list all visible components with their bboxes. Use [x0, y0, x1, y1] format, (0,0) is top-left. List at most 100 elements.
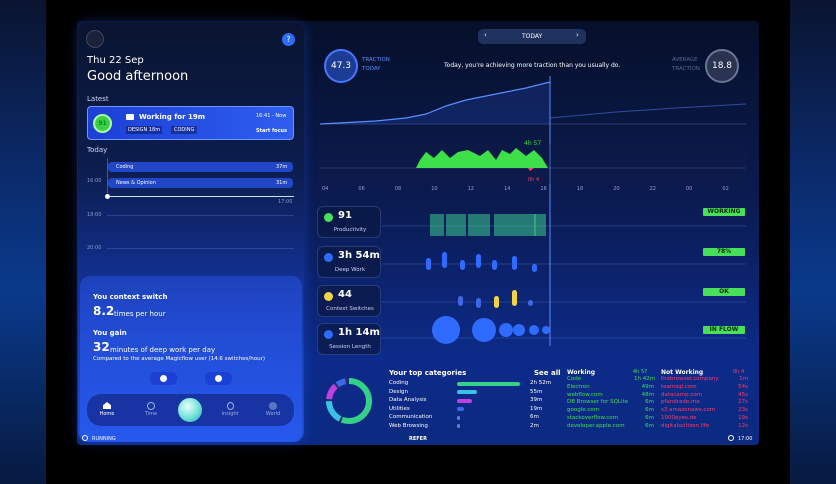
- running-status: RUNNING: [92, 436, 116, 442]
- productivity-bar: [446, 214, 466, 236]
- briefcase-icon: [126, 114, 134, 120]
- nav-flow-orb[interactable]: [178, 398, 202, 422]
- metric-card[interactable]: 91 Productivity: [317, 206, 381, 238]
- deep-work-session: [476, 254, 481, 268]
- running-indicator-icon: [82, 435, 88, 441]
- nav-time[interactable]: Time: [142, 402, 160, 422]
- see-all-link[interactable]: See all: [534, 369, 561, 377]
- nav-world[interactable]: World: [263, 402, 283, 422]
- hour-tick-label: 00: [686, 186, 692, 192]
- current-session-card[interactable]: [87, 106, 294, 140]
- productivity-bar: [430, 214, 444, 236]
- date-text: Thu 22 Sep: [87, 55, 144, 66]
- notworking_list-duration: 23s: [738, 407, 748, 414]
- avatar[interactable]: [86, 30, 104, 48]
- category-duration: 39m: [530, 397, 543, 403]
- block-news[interactable]: [108, 178, 293, 188]
- left-background-glow: [0, 0, 46, 484]
- next-insight-button[interactable]: [205, 372, 232, 385]
- metric-card[interactable]: 1h 14m Session Length: [317, 323, 381, 355]
- prev-day-button[interactable]: ‹: [484, 31, 487, 39]
- working-activity-area: [416, 148, 548, 168]
- gain-note: Compared to the average Magicflow user (…: [93, 356, 266, 362]
- notworking_list-app: s3.amazonaws.com: [661, 407, 716, 414]
- metric-value: 91: [338, 210, 352, 221]
- traction-today-badge: 47.3: [324, 49, 358, 83]
- day-selector[interactable]: [478, 29, 586, 44]
- category-name: Communication: [389, 414, 433, 420]
- clock-icon: [324, 330, 333, 339]
- working-total: 4h 57: [524, 140, 542, 147]
- metric-status-tag: IN FLOW: [703, 326, 745, 334]
- working_list-app: google.com: [567, 407, 600, 414]
- working_list-app: DB Browser for SQLite: [567, 399, 629, 406]
- plus-icon: [215, 375, 222, 382]
- nav-insight[interactable]: Insight: [220, 402, 240, 422]
- productivity-bar: [494, 214, 516, 236]
- greeting-text: Good afternoon: [87, 69, 189, 84]
- category-duration: 19m: [530, 405, 543, 412]
- sync-icon[interactable]: [728, 435, 734, 441]
- working_list-app: webflow.com: [567, 391, 603, 398]
- notworking_list-app: teamsql.com: [661, 383, 697, 390]
- prev-insight-button[interactable]: [150, 372, 177, 385]
- notworking_list-app: datacamp.com: [661, 391, 703, 398]
- now-line: [108, 196, 294, 197]
- notworking_list-app: digitalscitizen.life: [661, 422, 710, 429]
- switch-title: You context switch: [93, 293, 168, 301]
- average-traction-line: [549, 103, 747, 119]
- context-switch-mark: [494, 296, 499, 308]
- metric-card[interactable]: 44 Context Switches: [317, 285, 381, 317]
- gridline-20: [107, 248, 294, 249]
- metric-label: Session Length: [329, 344, 371, 350]
- category-donut: [326, 378, 372, 424]
- category-bar: [457, 398, 472, 403]
- not-working-activity-area: [528, 168, 534, 171]
- refer-button[interactable]: REFER: [409, 436, 427, 442]
- avg-label-1: AVERAGE: [672, 57, 698, 63]
- time-label-18: 18:00: [87, 212, 102, 218]
- category-bar: [457, 424, 460, 428]
- metric-status-tag: 78%: [703, 248, 745, 256]
- categories-title: Your top categories: [389, 369, 467, 377]
- category-name: Utilities: [389, 405, 410, 412]
- time-label-20: 20:00: [87, 245, 102, 251]
- nav-world-label: World: [265, 411, 281, 417]
- metric-label: Productivity: [333, 227, 367, 233]
- hour-tick-label: 12: [468, 186, 474, 192]
- nav-home[interactable]: Home: [98, 402, 116, 422]
- timeline-chart: 04 06 08 10 12 14 16 18 20 22 00 02: [319, 76, 747, 346]
- help-icon[interactable]: ?: [282, 33, 295, 46]
- session-bubble: [499, 323, 513, 337]
- notworking_list-duration: 45s: [738, 391, 748, 398]
- hour-tick-label: 04: [322, 186, 328, 192]
- session-score-badge: 91: [93, 114, 112, 133]
- hour-tick-label: 02: [722, 186, 728, 192]
- avg-label-2: TRACTION: [672, 66, 700, 72]
- metric-card[interactable]: 3h 54m Deep Work: [317, 246, 381, 278]
- productivity-bar: [516, 214, 536, 236]
- hour-tick-label: 08: [395, 186, 401, 192]
- clock-text: 17:00: [738, 436, 753, 442]
- notworking_list-duration: 27s: [738, 399, 748, 406]
- nav-insight-label: Insight: [221, 411, 239, 417]
- working_list-duration: 6m: [645, 399, 654, 406]
- notworking_list-duration: 1m: [739, 376, 748, 382]
- block-news-duration: 31m: [276, 180, 288, 186]
- notworking-list-total: 0h 4: [733, 369, 745, 375]
- working_list-app: Code: [567, 376, 582, 382]
- deep-work-session: [426, 258, 431, 270]
- deep-work-session: [532, 264, 537, 272]
- working_list-app: stackoverflow.com: [567, 415, 618, 421]
- deep-work-session: [442, 252, 447, 268]
- metric-label: Context Switches: [326, 306, 374, 312]
- traction-message: Today, you're achieving more traction th…: [444, 62, 621, 69]
- start-focus-button[interactable]: Start focus: [256, 128, 288, 134]
- nav-time-label: Time: [144, 411, 158, 417]
- notworking_list-duration: 12s: [738, 422, 748, 429]
- not-working-total: 0h 4: [528, 177, 540, 183]
- block-coding[interactable]: [108, 162, 293, 172]
- traction-label-1: TRACTION: [362, 57, 390, 63]
- next-day-button[interactable]: ›: [576, 31, 579, 39]
- switch-icon: [324, 292, 333, 301]
